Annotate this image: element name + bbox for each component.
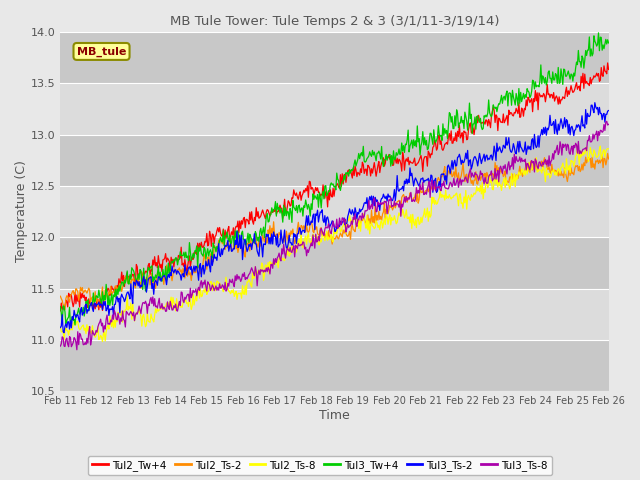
Bar <box>60 134 609 186</box>
Bar <box>60 288 609 340</box>
Bar <box>60 340 609 391</box>
Text: MB_tule: MB_tule <box>77 46 126 57</box>
Bar <box>60 237 609 288</box>
Title: MB Tule Tower: Tule Temps 2 & 3 (3/1/11-3/19/14): MB Tule Tower: Tule Temps 2 & 3 (3/1/11-… <box>170 15 499 28</box>
Bar <box>60 83 609 134</box>
X-axis label: Time: Time <box>319 409 350 422</box>
Y-axis label: Temperature (C): Temperature (C) <box>15 161 28 263</box>
Bar <box>60 186 609 237</box>
Bar <box>60 32 609 83</box>
Legend: Tul2_Tw+4, Tul2_Ts-2, Tul2_Ts-8, Tul3_Tw+4, Tul3_Ts-2, Tul3_Ts-8: Tul2_Tw+4, Tul2_Ts-2, Tul2_Ts-8, Tul3_Tw… <box>88 456 552 475</box>
